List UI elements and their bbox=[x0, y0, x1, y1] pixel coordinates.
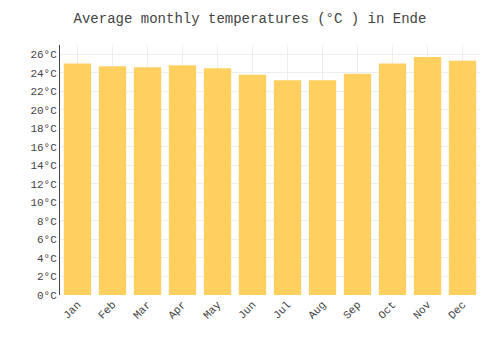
svg-text:Dec: Dec bbox=[446, 299, 468, 321]
svg-text:Jul: Jul bbox=[271, 299, 293, 321]
svg-text:0°C: 0°C bbox=[37, 290, 57, 302]
svg-text:6°C: 6°C bbox=[37, 234, 57, 246]
svg-text:Feb: Feb bbox=[96, 299, 118, 321]
svg-text:8°C: 8°C bbox=[37, 216, 57, 228]
svg-text:26°C: 26°C bbox=[30, 49, 57, 61]
svg-text:24°C: 24°C bbox=[30, 68, 57, 80]
svg-text:16°C: 16°C bbox=[30, 142, 57, 154]
svg-text:Jan: Jan bbox=[61, 299, 83, 321]
svg-text:10°C: 10°C bbox=[30, 197, 57, 209]
svg-text:14°C: 14°C bbox=[30, 160, 57, 172]
svg-text:20°C: 20°C bbox=[30, 105, 57, 117]
svg-text:4°C: 4°C bbox=[37, 253, 57, 265]
svg-text:Sep: Sep bbox=[341, 299, 363, 321]
svg-text:Jun: Jun bbox=[236, 299, 258, 321]
svg-text:Aug: Aug bbox=[306, 299, 328, 321]
svg-text:Oct: Oct bbox=[376, 299, 398, 321]
svg-text:12°C: 12°C bbox=[30, 179, 57, 191]
svg-text:Apr: Apr bbox=[166, 299, 188, 321]
svg-text:Average monthly temperatures (: Average monthly temperatures (°C ) in En… bbox=[74, 11, 427, 27]
svg-text:2°C: 2°C bbox=[37, 271, 57, 283]
svg-text:Mar: Mar bbox=[131, 299, 153, 321]
svg-text:22°C: 22°C bbox=[30, 86, 57, 98]
svg-text:May: May bbox=[201, 299, 224, 322]
svg-text:18°C: 18°C bbox=[30, 123, 57, 135]
svg-text:Nov: Nov bbox=[411, 299, 434, 322]
